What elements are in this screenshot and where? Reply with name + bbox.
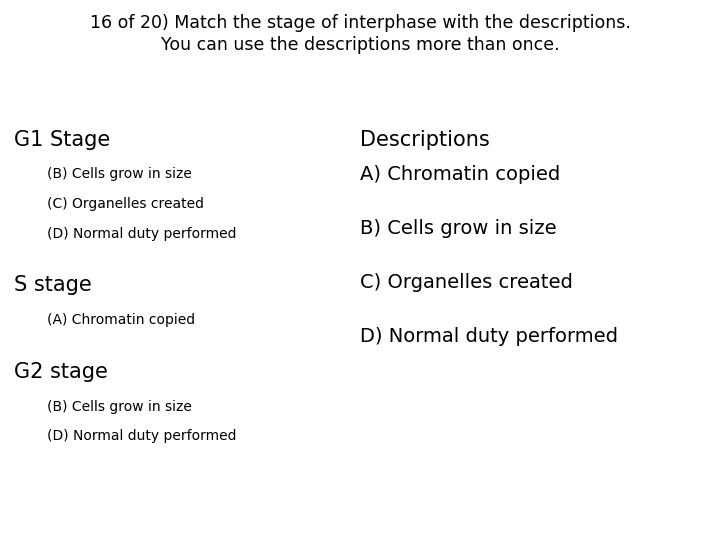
Text: G1 Stage: G1 Stage: [14, 130, 111, 150]
Text: D) Normal duty performed: D) Normal duty performed: [360, 327, 618, 346]
Text: (A) Chromatin copied: (A) Chromatin copied: [47, 313, 195, 327]
Text: A) Chromatin copied: A) Chromatin copied: [360, 165, 560, 184]
Text: S stage: S stage: [14, 275, 92, 295]
Text: (D) Normal duty performed: (D) Normal duty performed: [47, 429, 236, 443]
Text: C) Organelles created: C) Organelles created: [360, 273, 573, 292]
Text: (B) Cells grow in size: (B) Cells grow in size: [47, 167, 192, 181]
Text: G2 stage: G2 stage: [14, 362, 108, 382]
Text: (D) Normal duty performed: (D) Normal duty performed: [47, 227, 236, 241]
Text: B) Cells grow in size: B) Cells grow in size: [360, 219, 557, 238]
Text: (B) Cells grow in size: (B) Cells grow in size: [47, 400, 192, 414]
Text: Descriptions: Descriptions: [360, 130, 490, 150]
Text: 16 of 20) Match the stage of interphase with the descriptions.
You can use the d: 16 of 20) Match the stage of interphase …: [89, 14, 631, 55]
Text: (C) Organelles created: (C) Organelles created: [47, 197, 204, 211]
